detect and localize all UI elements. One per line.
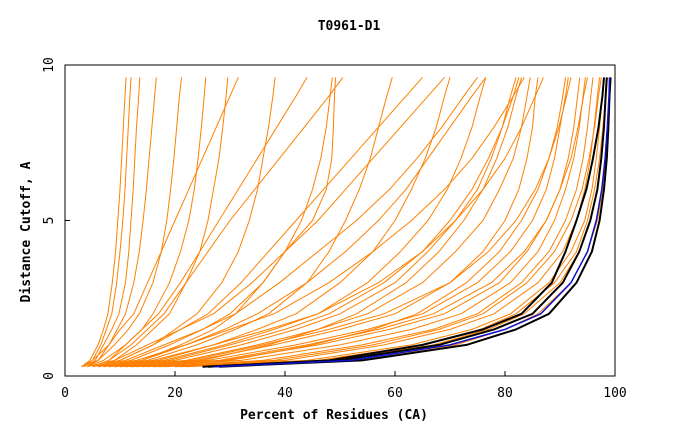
model-line-m30 bbox=[97, 77, 423, 368]
model-line-m1 bbox=[81, 77, 127, 368]
model-line-m15 bbox=[119, 77, 531, 368]
model-line-m20 bbox=[152, 77, 594, 368]
model-line-m38 bbox=[136, 77, 588, 368]
chart-title: T0961-D1 bbox=[318, 19, 381, 34]
model-line-m5 bbox=[81, 77, 183, 368]
x-tick-label-20: 20 bbox=[167, 386, 183, 401]
model-line-m29 bbox=[92, 77, 344, 368]
model-line-m37 bbox=[125, 77, 572, 368]
model-line-m16 bbox=[119, 77, 539, 368]
model-line-m18 bbox=[130, 77, 581, 368]
highlight-line-h1 bbox=[202, 77, 608, 368]
model-line-m26 bbox=[92, 77, 478, 368]
model-line-m13 bbox=[114, 77, 487, 368]
model-line-m34 bbox=[81, 77, 239, 368]
model-line-m31 bbox=[108, 77, 487, 368]
y-tick-label-0: 0 bbox=[42, 372, 57, 380]
model-line-m19 bbox=[141, 77, 586, 368]
model-line-m2 bbox=[83, 77, 132, 368]
reference-line-ref bbox=[213, 77, 611, 368]
x-tick-label-0: 0 bbox=[61, 386, 69, 401]
plot-lines bbox=[81, 77, 612, 368]
model-line-m17 bbox=[125, 77, 569, 368]
model-line-m25 bbox=[86, 77, 445, 368]
highlight-line-h2 bbox=[218, 77, 612, 368]
model-line-m35 bbox=[86, 77, 308, 368]
y-tick-label-10: 10 bbox=[42, 57, 57, 73]
model-line-m22 bbox=[174, 77, 605, 368]
x-tick-label-40: 40 bbox=[277, 386, 293, 401]
model-line-m32 bbox=[130, 77, 522, 368]
x-axis-label: Percent of Residues (CA) bbox=[240, 408, 428, 423]
x-tick-label-60: 60 bbox=[387, 386, 403, 401]
y-axis-label: Distance Cutoff, A bbox=[19, 161, 34, 302]
x-tick-label-80: 80 bbox=[497, 386, 513, 401]
y-tick-label-5: 5 bbox=[42, 217, 57, 225]
model-line-m39 bbox=[158, 77, 602, 368]
model-line-m33 bbox=[147, 77, 566, 368]
model-line-m28 bbox=[103, 77, 544, 368]
model-line-m3 bbox=[86, 77, 141, 368]
model-line-m36 bbox=[114, 77, 520, 368]
axis-ticks: 0 20 40 60 80 100 0 5 10 bbox=[42, 57, 627, 401]
x-tick-label-100: 100 bbox=[603, 386, 626, 401]
highlight-line-h3 bbox=[207, 77, 605, 368]
